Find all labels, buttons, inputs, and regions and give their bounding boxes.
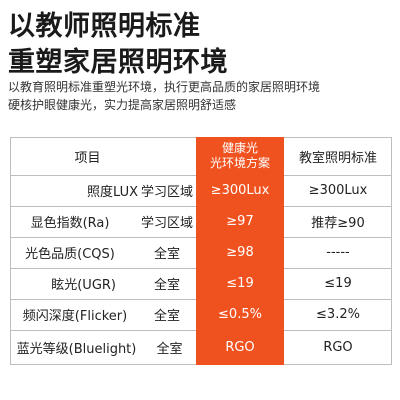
row-6-standard: RGO <box>323 339 353 355</box>
header-healthy-line-2: 光环境方案 <box>209 156 270 170</box>
row-1-standard: ≥300Lux <box>308 183 368 198</box>
row-5-item: 频闪深度(Flicker) <box>22 309 128 324</box>
row-4-healthy: ≤19 <box>226 276 254 291</box>
row-1-healthy: ≥300Lux <box>210 183 270 198</box>
row-5-area: 全室 <box>153 309 180 324</box>
row-4-area: 全室 <box>153 278 180 293</box>
header-standard: 教室照明标准 <box>298 150 377 166</box>
row-3-area: 全室 <box>153 247 180 262</box>
row-4-item: 眩光(UGR) <box>51 278 116 293</box>
row-1-area: 学习区域 <box>140 185 193 200</box>
row-1-item: 照度LUX <box>86 185 138 200</box>
row-4-standard: ≤19 <box>324 276 352 291</box>
headline-line-1: 以教师照明标准 <box>8 11 201 42</box>
headline-line-2: 重塑家居照明环境 <box>8 47 228 78</box>
row-6-item: 蓝光等级(Bluelight) <box>16 341 137 357</box>
row-5-standard: ≤3.2% <box>316 307 360 322</box>
row-2-item: 显色指数(Ra) <box>30 216 110 231</box>
header-item: 项目 <box>74 150 101 166</box>
table-border-right <box>391 137 392 365</box>
row-6-healthy: RGO <box>225 340 255 355</box>
header-healthy: 健康光 光环境方案 <box>196 137 284 175</box>
row-3-healthy: ≥98 <box>226 245 254 260</box>
row-5-healthy: ≤0.5% <box>218 307 262 322</box>
row-6-area: 全室 <box>156 341 183 357</box>
row-3-item: 光色品质(CQS) <box>25 247 115 262</box>
row-2-standard: 推荐≥90 <box>311 216 365 231</box>
description-line-2: 硬核护眼健康光，实力提高家居照明舒适感 <box>8 98 237 112</box>
row-3-standard: ----- <box>326 245 350 260</box>
comparison-table: 项目 教室照明标准 照度LUX 显色指数(Ra) 光色品质(CQS) 眩光(UG… <box>10 137 392 400</box>
table-border-left <box>10 137 11 365</box>
header-healthy-line-1: 健康光 <box>221 141 258 155</box>
healthy-light-column: 健康光 光环境方案 ≥300Lux ≥97 ≥98 ≤19 ≤0.5% RGO <box>196 137 284 365</box>
row-2-area: 学习区域 <box>140 216 193 231</box>
description-line-1: 以教育照明标准重塑光环境，执行更高品质的家居照明环境 <box>8 80 321 94</box>
row-2-healthy: ≥97 <box>226 214 254 229</box>
